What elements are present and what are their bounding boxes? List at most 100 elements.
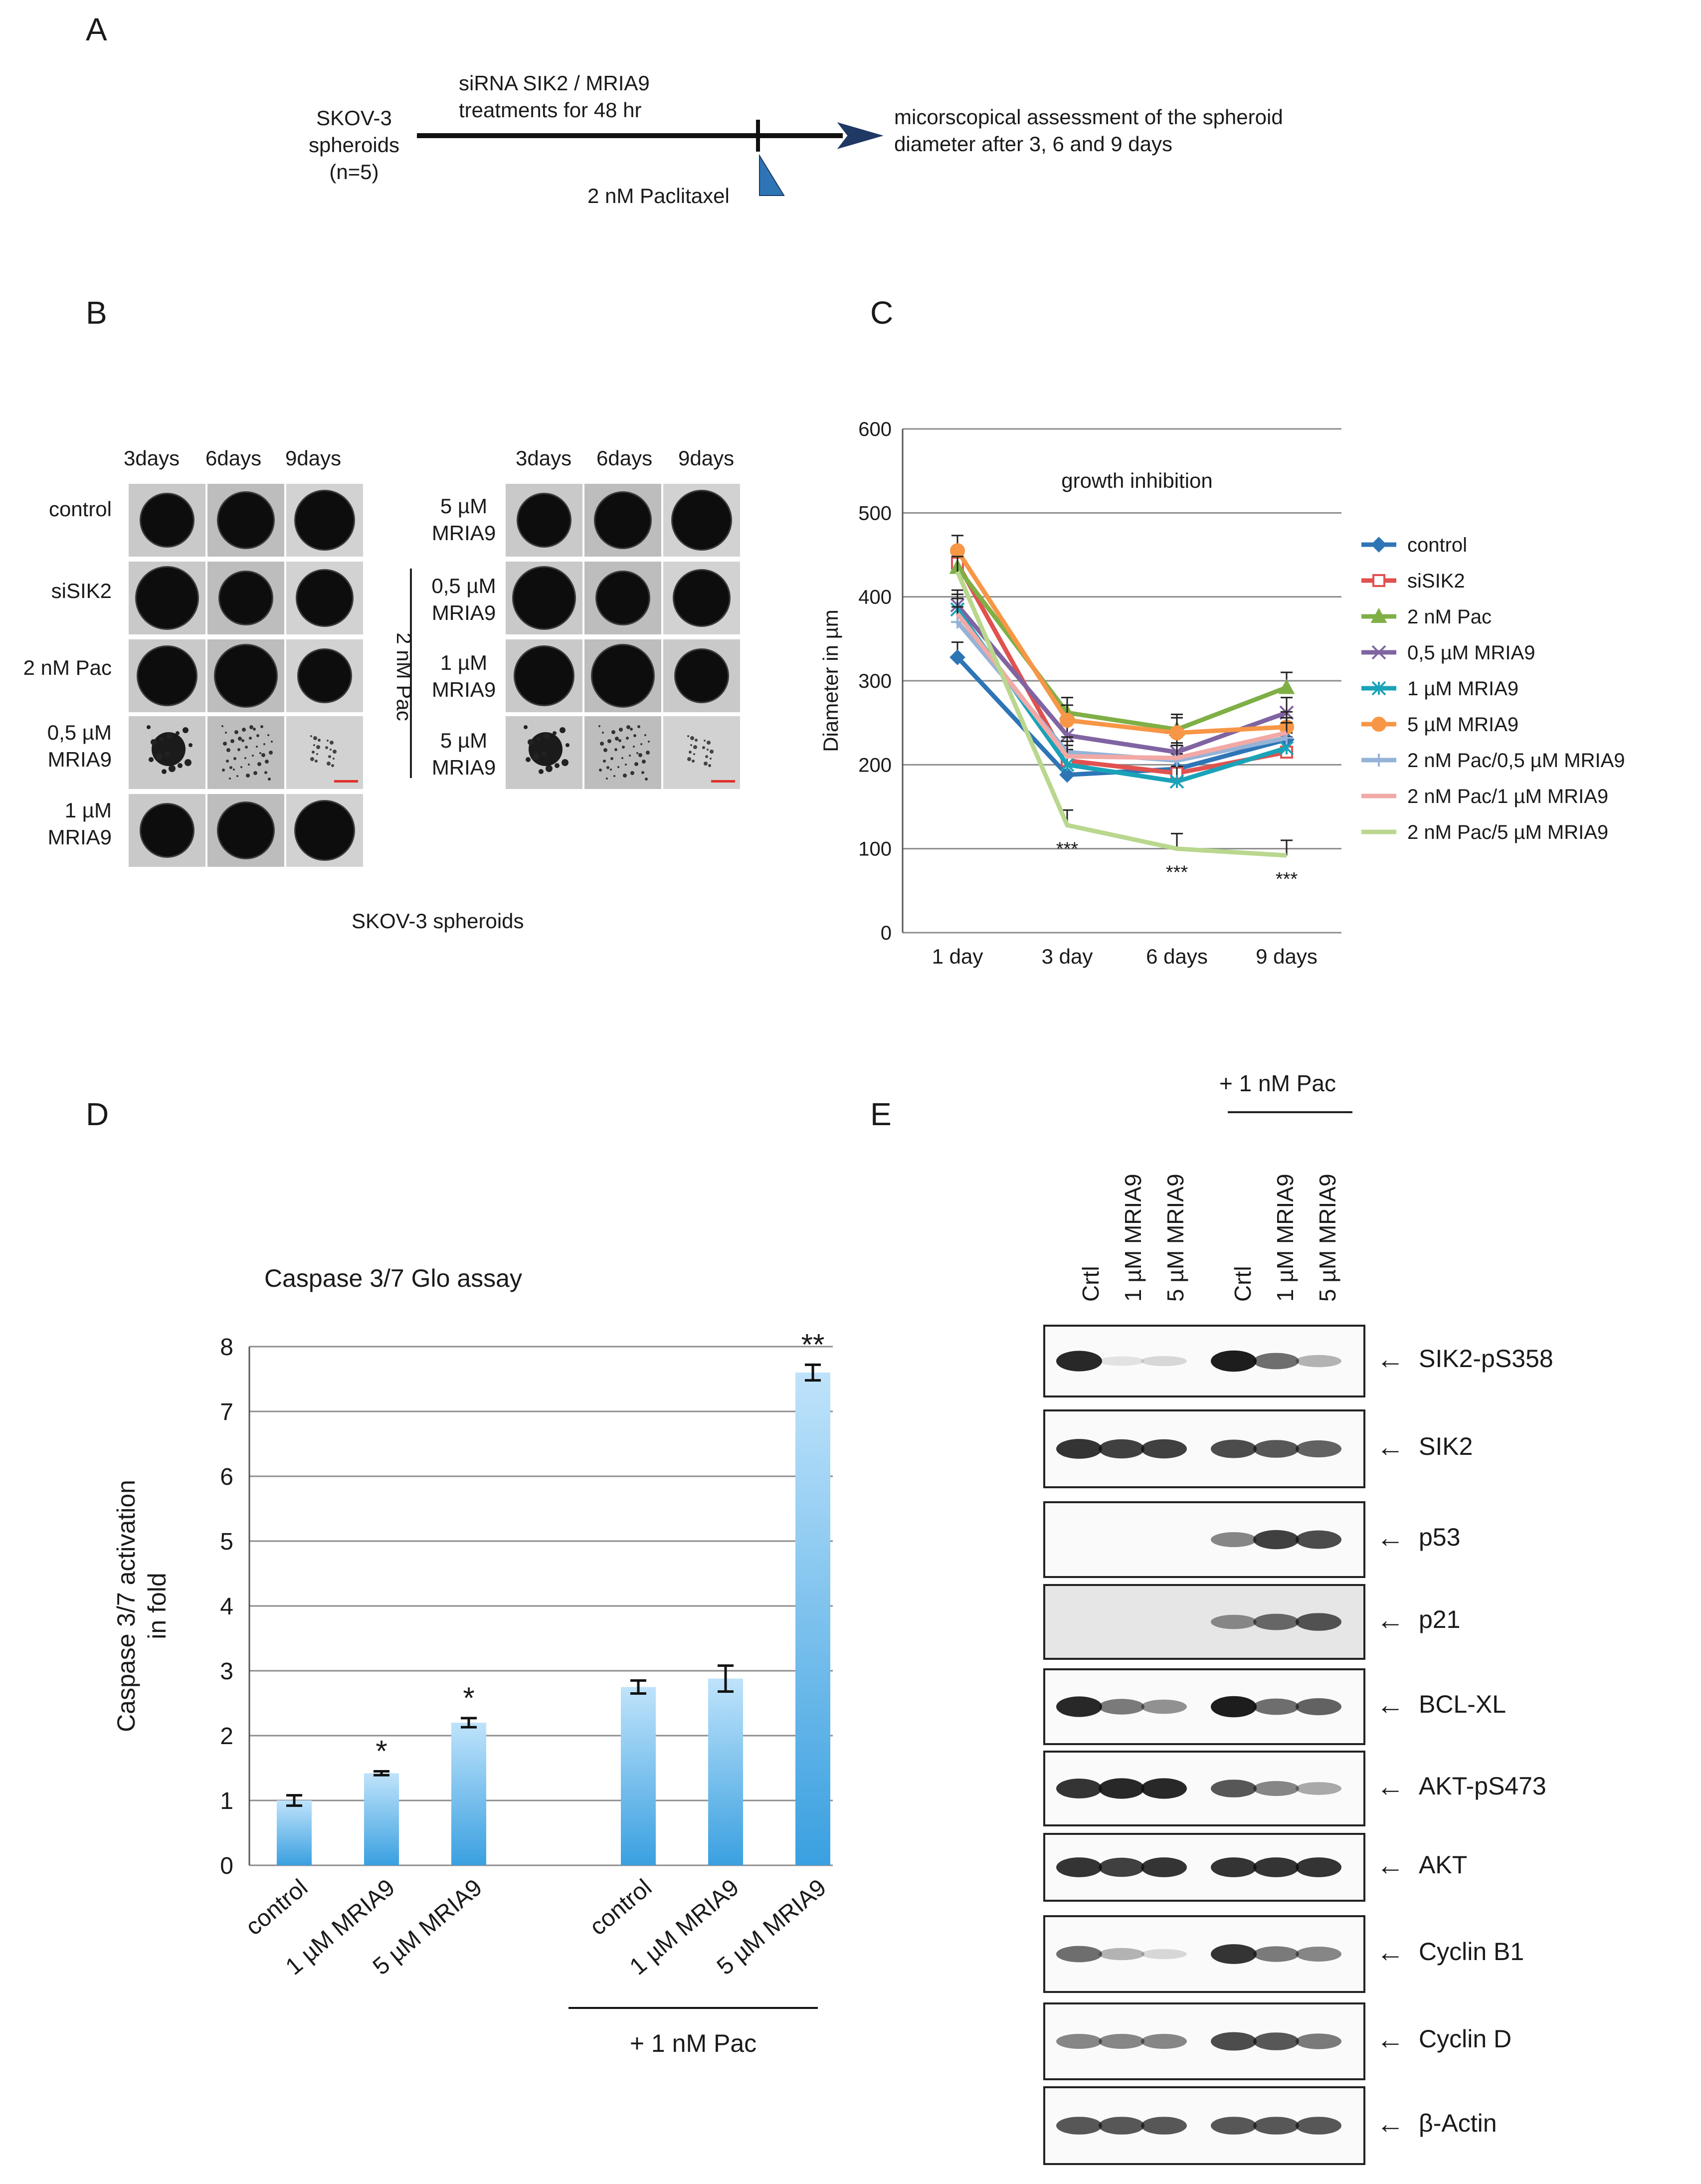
left-row-pac: 2 nM Pac xyxy=(10,654,112,681)
blot-band xyxy=(1056,2034,1102,2049)
data-point xyxy=(1059,767,1075,783)
left-row-sisik2-text: siSIK2 xyxy=(51,579,112,602)
significance-mark: ** xyxy=(801,1328,825,1361)
spheroid-image xyxy=(286,716,363,789)
treatment-line-1: siRNA SIK2 / MRIA9 xyxy=(459,71,650,95)
y-axis-label: Caspase 3/7 activation in fold xyxy=(112,1480,171,1732)
left-row-pac-text: 2 nM Pac xyxy=(23,656,112,679)
blot-label: Cyclin B1 xyxy=(1419,1938,1524,1966)
timeline xyxy=(417,120,884,196)
blot-label: AKT-pS473 xyxy=(1419,1772,1546,1800)
left-row-control-text: control xyxy=(48,497,112,521)
blot-band xyxy=(1099,2117,1144,2135)
panel-letter-e: E xyxy=(870,1096,892,1132)
y-tick-label: 500 xyxy=(858,502,892,524)
arrow-left-icon: ← xyxy=(1376,2023,1404,2055)
data-point xyxy=(1169,774,1184,789)
legend-label: 2 nM Pac/0,5 µM MRIA9 xyxy=(1407,750,1625,772)
series-5 xyxy=(950,535,1294,741)
spheroid-image xyxy=(286,794,363,867)
blot-panel xyxy=(1043,1584,1365,1660)
series-7 xyxy=(951,597,1293,761)
panel-letter-d: D xyxy=(86,1096,109,1132)
legend-label: control xyxy=(1407,534,1467,556)
blot-band xyxy=(1211,1944,1257,1964)
lane-label: 1 µM MRIA9 xyxy=(1120,1174,1146,1302)
blot-band xyxy=(1253,1353,1299,1370)
blot-band xyxy=(1141,2034,1187,2049)
left-row-sisik2: siSIK2 xyxy=(20,578,112,604)
legend-entry: 2 nM Pac xyxy=(1361,606,1492,628)
data-point xyxy=(1371,645,1386,660)
blot-band xyxy=(1253,1946,1299,1962)
panel-b-caption: SKOV-3 spheroids xyxy=(352,909,524,933)
x-tick-label: control xyxy=(241,1874,313,1941)
blot-band xyxy=(1253,1440,1299,1458)
left-row-1mria9: 1 µM MRIA9 xyxy=(20,797,112,851)
blot-panel xyxy=(1043,1325,1365,1397)
legend-entry: 2 nM Pac/1 µM MRIA9 xyxy=(1361,786,1608,807)
blot-band xyxy=(1211,1857,1257,1877)
x-tick-label: 9 days xyxy=(1256,945,1318,968)
blot-band xyxy=(1296,1530,1341,1549)
legend-entry: 2 nM Pac/5 µM MRIA9 xyxy=(1361,821,1608,843)
panel-letter-b: B xyxy=(86,295,107,331)
right-row-5p-line2: MRIA9 xyxy=(431,756,496,779)
data-point xyxy=(1060,728,1075,743)
treatment-line-2: treatments for 48 hr xyxy=(459,98,642,122)
spheroid-image xyxy=(584,484,661,557)
lane-label: 5 µM MRIA9 xyxy=(1162,1174,1188,1302)
blot-band xyxy=(1056,1946,1102,1963)
significance-mark: * xyxy=(463,1681,474,1715)
data-point xyxy=(1371,717,1386,732)
blot-band xyxy=(1099,1356,1144,1366)
assessment-label: micorscopical assessment of the spheroid… xyxy=(894,104,1283,158)
blot-band xyxy=(1296,1613,1341,1631)
right-row-5mria9: 5 µM MRIA9 xyxy=(419,493,509,547)
blot-band xyxy=(1211,2117,1257,2135)
data-point xyxy=(1278,679,1295,694)
left-row-control: control xyxy=(20,496,112,523)
blot-band xyxy=(1141,1949,1187,1960)
bar xyxy=(795,1373,830,1865)
blot-band xyxy=(1056,1439,1102,1459)
bar xyxy=(708,1678,743,1865)
group-label: + 1 nM Pac xyxy=(630,2029,756,2057)
legend-label: 0,5 µM MRIA9 xyxy=(1407,642,1535,664)
spheroid-image xyxy=(506,484,582,557)
blot-band xyxy=(1141,1356,1187,1367)
blot-panel xyxy=(1043,1501,1365,1578)
cell-line-type: spheroids xyxy=(308,133,400,157)
blot-band xyxy=(1056,1857,1102,1877)
spheroid-image xyxy=(207,639,284,712)
right-row-5-line1: 5 µM xyxy=(440,494,488,518)
bar xyxy=(451,1723,486,1865)
blot-panel xyxy=(1043,2086,1365,2165)
cell-line-name: SKOV-3 xyxy=(316,106,392,130)
assessment-line-1: micorscopical assessment of the spheroid xyxy=(894,105,1283,129)
data-point xyxy=(1371,681,1386,696)
pac-label: + 1 nM Pac xyxy=(1219,1070,1336,1096)
x-tick-label: 1 day xyxy=(932,945,983,968)
blot-band xyxy=(1253,2032,1299,2050)
spheroid-image xyxy=(129,716,205,789)
lane-label: Crtl xyxy=(1230,1266,1256,1302)
legend-label: 1 µM MRIA9 xyxy=(1407,678,1518,700)
significance-mark: *** xyxy=(1276,869,1298,890)
y-tick-label: 400 xyxy=(858,587,892,608)
y-tick-label: 6 xyxy=(220,1464,233,1490)
blot-panel xyxy=(1043,2002,1365,2080)
y-tick-label: 7 xyxy=(220,1399,233,1425)
blot-band xyxy=(1099,1857,1144,1877)
blot-panel xyxy=(1043,1833,1365,1902)
left-row-05-line1: 0,5 µM xyxy=(47,721,112,744)
blot-label: AKT xyxy=(1419,1851,1468,1879)
blot-band xyxy=(1211,1780,1257,1797)
blot-band xyxy=(1253,1698,1299,1715)
right-row-1r-line2: MRIA9 xyxy=(431,678,496,701)
spheroid-image xyxy=(207,716,284,789)
bar xyxy=(364,1773,399,1865)
pac-group-bracket xyxy=(410,569,412,778)
legend-entry: 5 µM MRIA9 xyxy=(1361,714,1518,736)
arrow-left-icon: ← xyxy=(1376,1849,1404,1881)
